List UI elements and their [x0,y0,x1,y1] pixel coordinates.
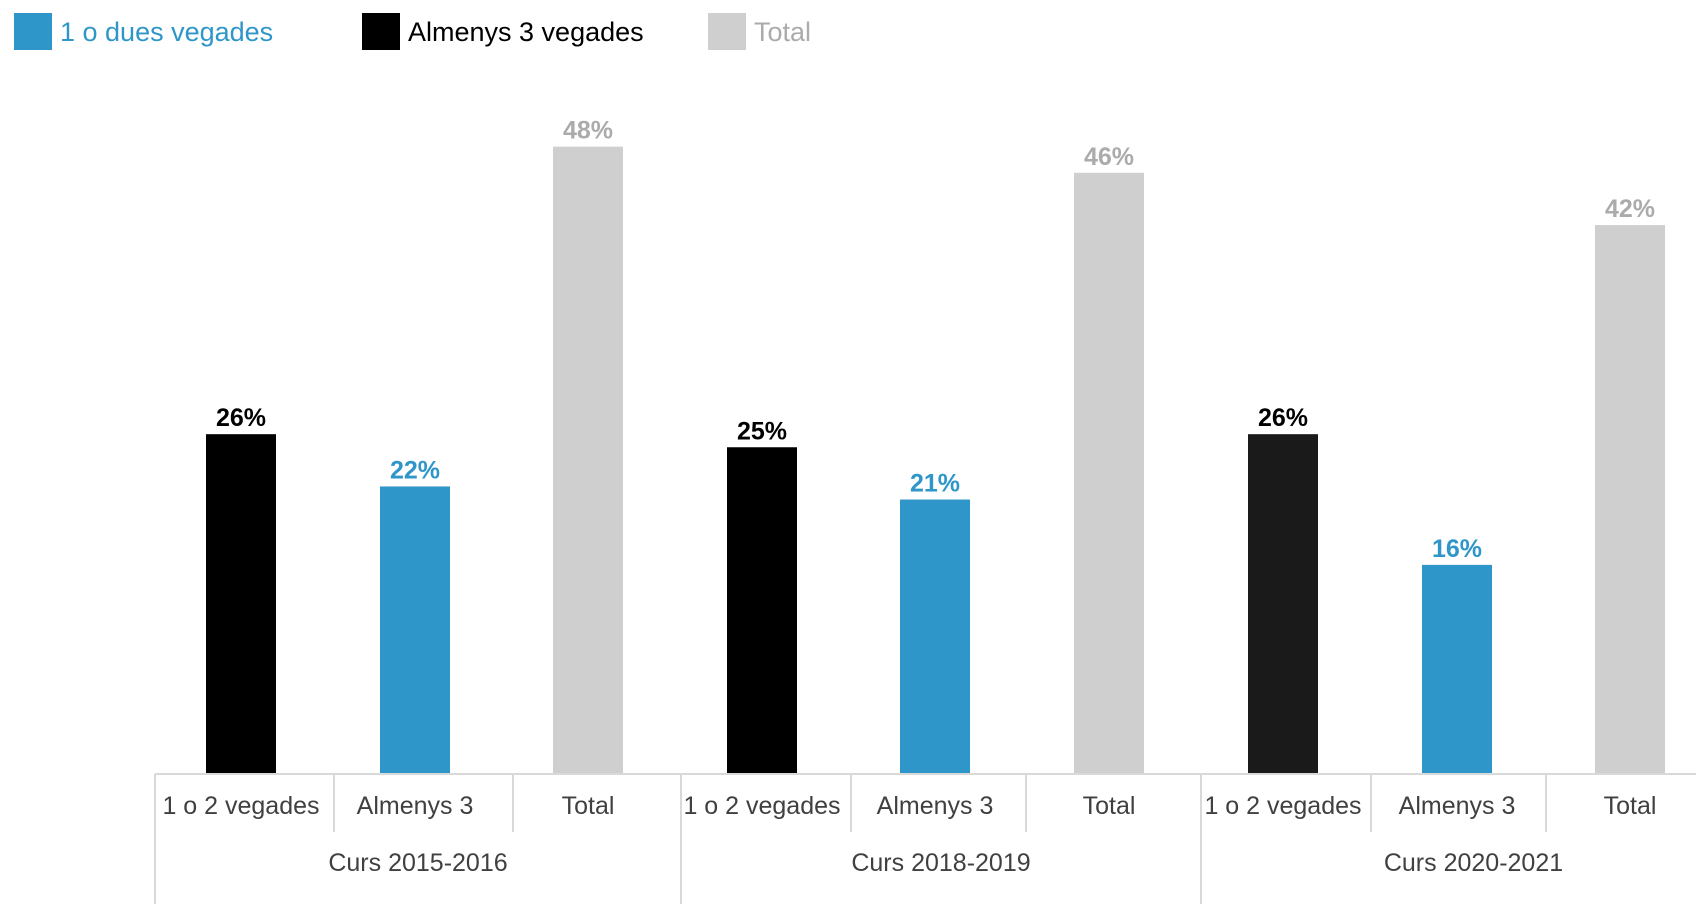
category-label-g0-0: 1 o 2 vegades [162,792,319,820]
bar-g0-1 [380,486,450,774]
category-label-g1-2: Total [1083,792,1136,820]
bar-g2-0 [1248,434,1318,774]
legend-label-1: Almenys 3 vegades [408,17,644,47]
bar-g0-2 [553,146,623,774]
value-labels: 26% 22% 48% 25% 21% 46% 26% 16% 42% [216,117,1655,563]
bar-g1-2 [1074,172,1144,774]
bar-g2-2 [1595,225,1665,774]
legend: 1 o dues vegades Almenys 3 vegades Total [14,13,811,50]
group-label-0: Curs 2015-2016 [328,849,507,877]
legend-swatch-2 [708,13,746,50]
legend-label-0: 1 o dues vegades [60,17,273,47]
value-label-g2-0: 26% [1258,404,1308,432]
bar-g1-1 [900,499,970,774]
bar-g1-0 [727,447,797,774]
bar-g2-1 [1422,564,1492,774]
legend-swatch-0 [14,13,52,50]
value-label-g0-0: 26% [216,404,266,432]
group-label-2: Curs 2020-2021 [1384,849,1563,877]
bars [206,146,1665,774]
legend-swatch-1 [362,13,400,50]
bar-g0-0 [206,434,276,774]
category-label-g2-2: Total [1604,792,1657,820]
value-label-g0-1: 22% [390,456,440,484]
category-label-g1-1: Almenys 3 [877,792,994,820]
legend-label-2: Total [754,17,811,47]
category-label-g2-1: Almenys 3 [1399,792,1516,820]
category-label-g1-0: 1 o 2 vegades [683,792,840,820]
category-label-g2-0: 1 o 2 vegades [1204,792,1361,820]
value-label-g1-2: 46% [1084,143,1134,171]
value-label-g2-1: 16% [1432,535,1482,563]
value-label-g1-1: 21% [910,470,960,498]
value-label-g2-2: 42% [1605,195,1655,223]
value-label-g0-2: 48% [563,117,613,145]
group-label-1: Curs 2018-2019 [851,849,1030,877]
category-label-g0-2: Total [562,792,615,820]
category-axis: 1 o 2 vegades Almenys 3 Total Curs 2015-201… [154,773,1696,904]
category-label-g0-1: Almenys 3 [357,792,474,820]
value-label-g1-0: 25% [737,417,787,445]
